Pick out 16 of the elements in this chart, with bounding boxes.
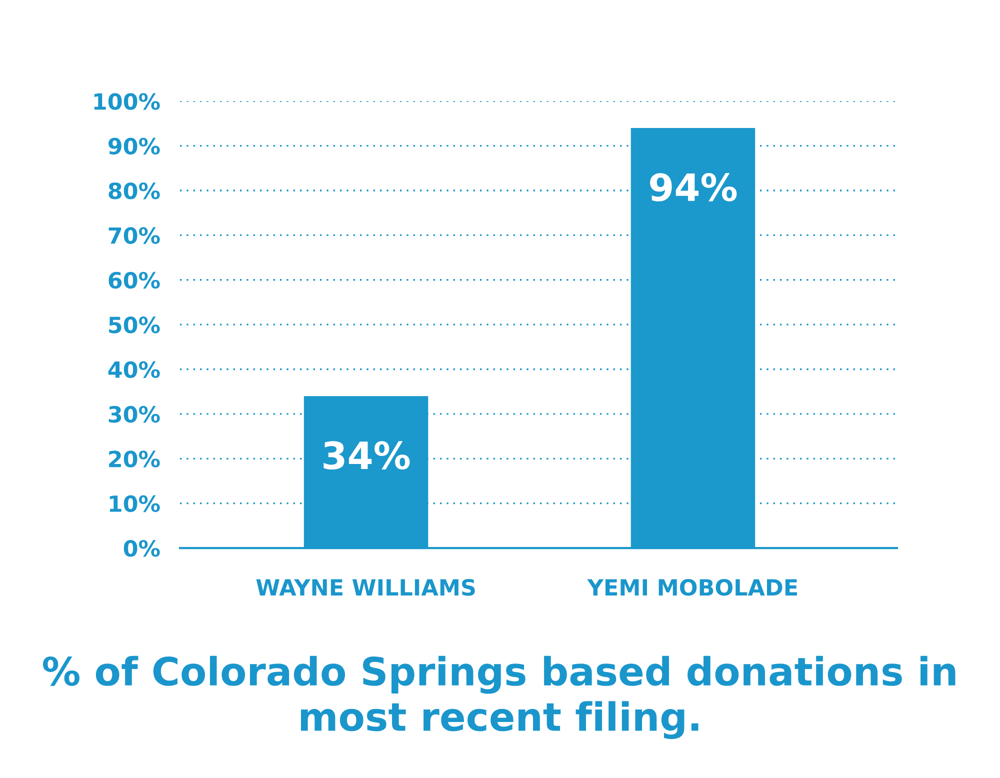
y-tick-label: 90% [108, 138, 160, 155]
x-tick-label: WAYNE WILLIAMS [256, 578, 475, 596]
y-tick-label: 80% [108, 182, 160, 200]
y-tick-label: 10% [110, 495, 160, 512]
y-tick-label: 60% [108, 272, 160, 289]
y-tick-label: 40% [108, 361, 160, 378]
x-tick-label: YEMI MOBOLADE [587, 578, 797, 596]
y-tick-label: 20% [109, 450, 160, 468]
text: % of Colorado Springs based donations in most recent filing. [42, 656, 956, 740]
y-tick-label: 50% [109, 316, 160, 334]
y-tick-label: 0% [124, 540, 160, 557]
y-tick-label: 100% [94, 93, 160, 110]
data-label: 34% [324, 441, 410, 470]
y-tick-label: 70% [108, 227, 160, 244]
data-label: 94% [650, 173, 737, 202]
y-tick-label: 30% [108, 406, 160, 423]
